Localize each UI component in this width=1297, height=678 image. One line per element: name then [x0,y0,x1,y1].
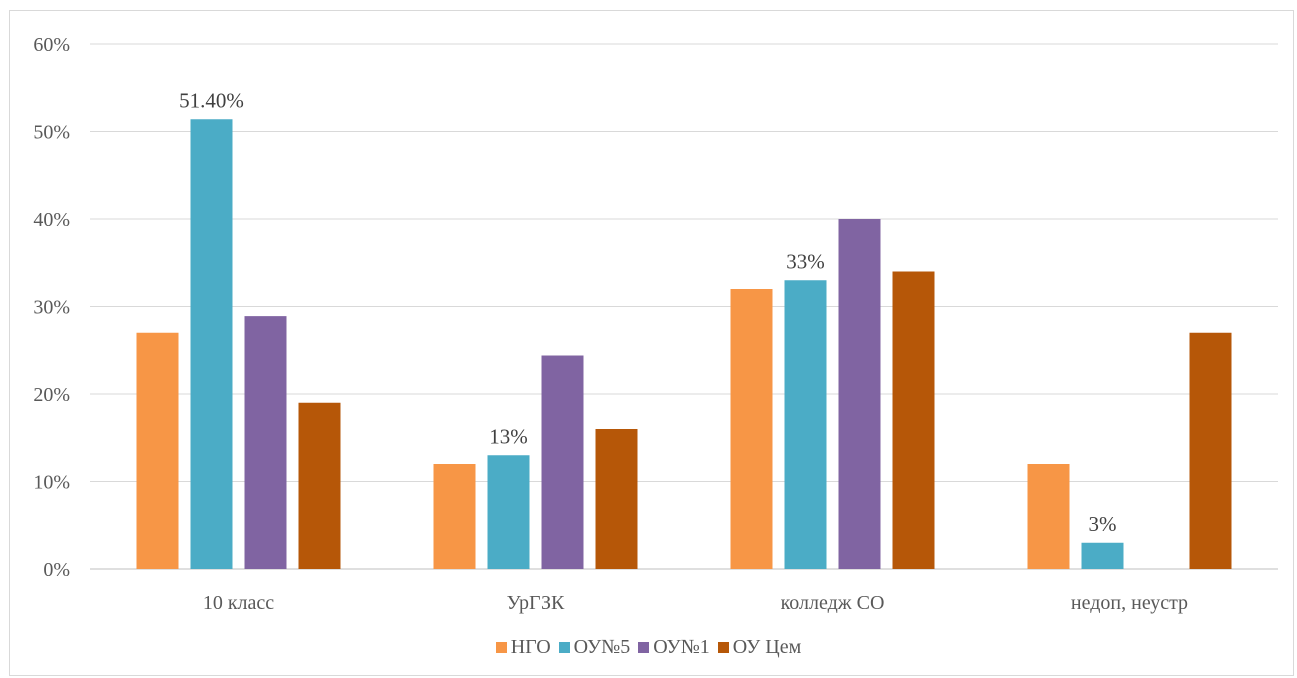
y-tick-label: 50% [33,122,70,144]
legend-item: ОУ Цем [717,636,802,659]
data-labels: 51.40% 13% 33% 3% [179,88,1116,536]
legend-item: ОУ№1 [638,636,710,659]
x-category-label: 10 класс [203,592,274,614]
legend-label: ОУ№5 [573,636,631,658]
legend-label: НГО [510,636,551,658]
y-axis-ticks: 0% 10% 20% 30% 40% 50% 60% [33,34,70,581]
y-tick-label: 30% [33,297,70,319]
bar [1027,464,1070,569]
y-tick-label: 0% [43,559,70,581]
bar [595,429,638,569]
bar [838,219,881,569]
bar [1189,332,1232,569]
bar [244,316,287,569]
y-tick-label: 60% [33,34,70,56]
bar [433,464,476,569]
y-tick-label: 20% [33,384,70,406]
bar [1081,542,1124,569]
bars [136,119,1232,569]
data-label: 3% [1089,512,1117,536]
x-category-label: колледж СО [781,592,885,614]
bar [892,271,935,569]
legend-item: НГО [495,636,551,659]
gridlines [90,43,1278,570]
bar [730,289,773,569]
legend-swatch [558,642,570,653]
data-label: 51.40% [179,88,244,112]
legend-swatch [495,642,507,653]
bar [136,332,179,569]
legend-item: ОУ№5 [558,636,631,659]
data-label: 13% [489,424,528,448]
legend: НГО ОУ№5 ОУ№1 ОУ Цем [0,636,1297,659]
x-axis-categories: 10 класс УрГЗК колледж СО недоп, неустр [203,592,1188,614]
y-tick-label: 40% [33,209,70,231]
legend-swatch [717,642,729,653]
legend-swatch [638,642,650,653]
bar [784,280,827,569]
x-category-label: недоп, неустр [1071,592,1188,614]
data-label: 33% [786,249,825,273]
bar [190,119,233,569]
bar [298,402,341,569]
legend-label: ОУ№1 [653,636,710,658]
legend-label: ОУ Цем [732,636,802,658]
bar [541,355,584,569]
bar [487,455,530,569]
y-tick-label: 10% [33,472,70,494]
x-category-label: УрГЗК [507,592,565,614]
